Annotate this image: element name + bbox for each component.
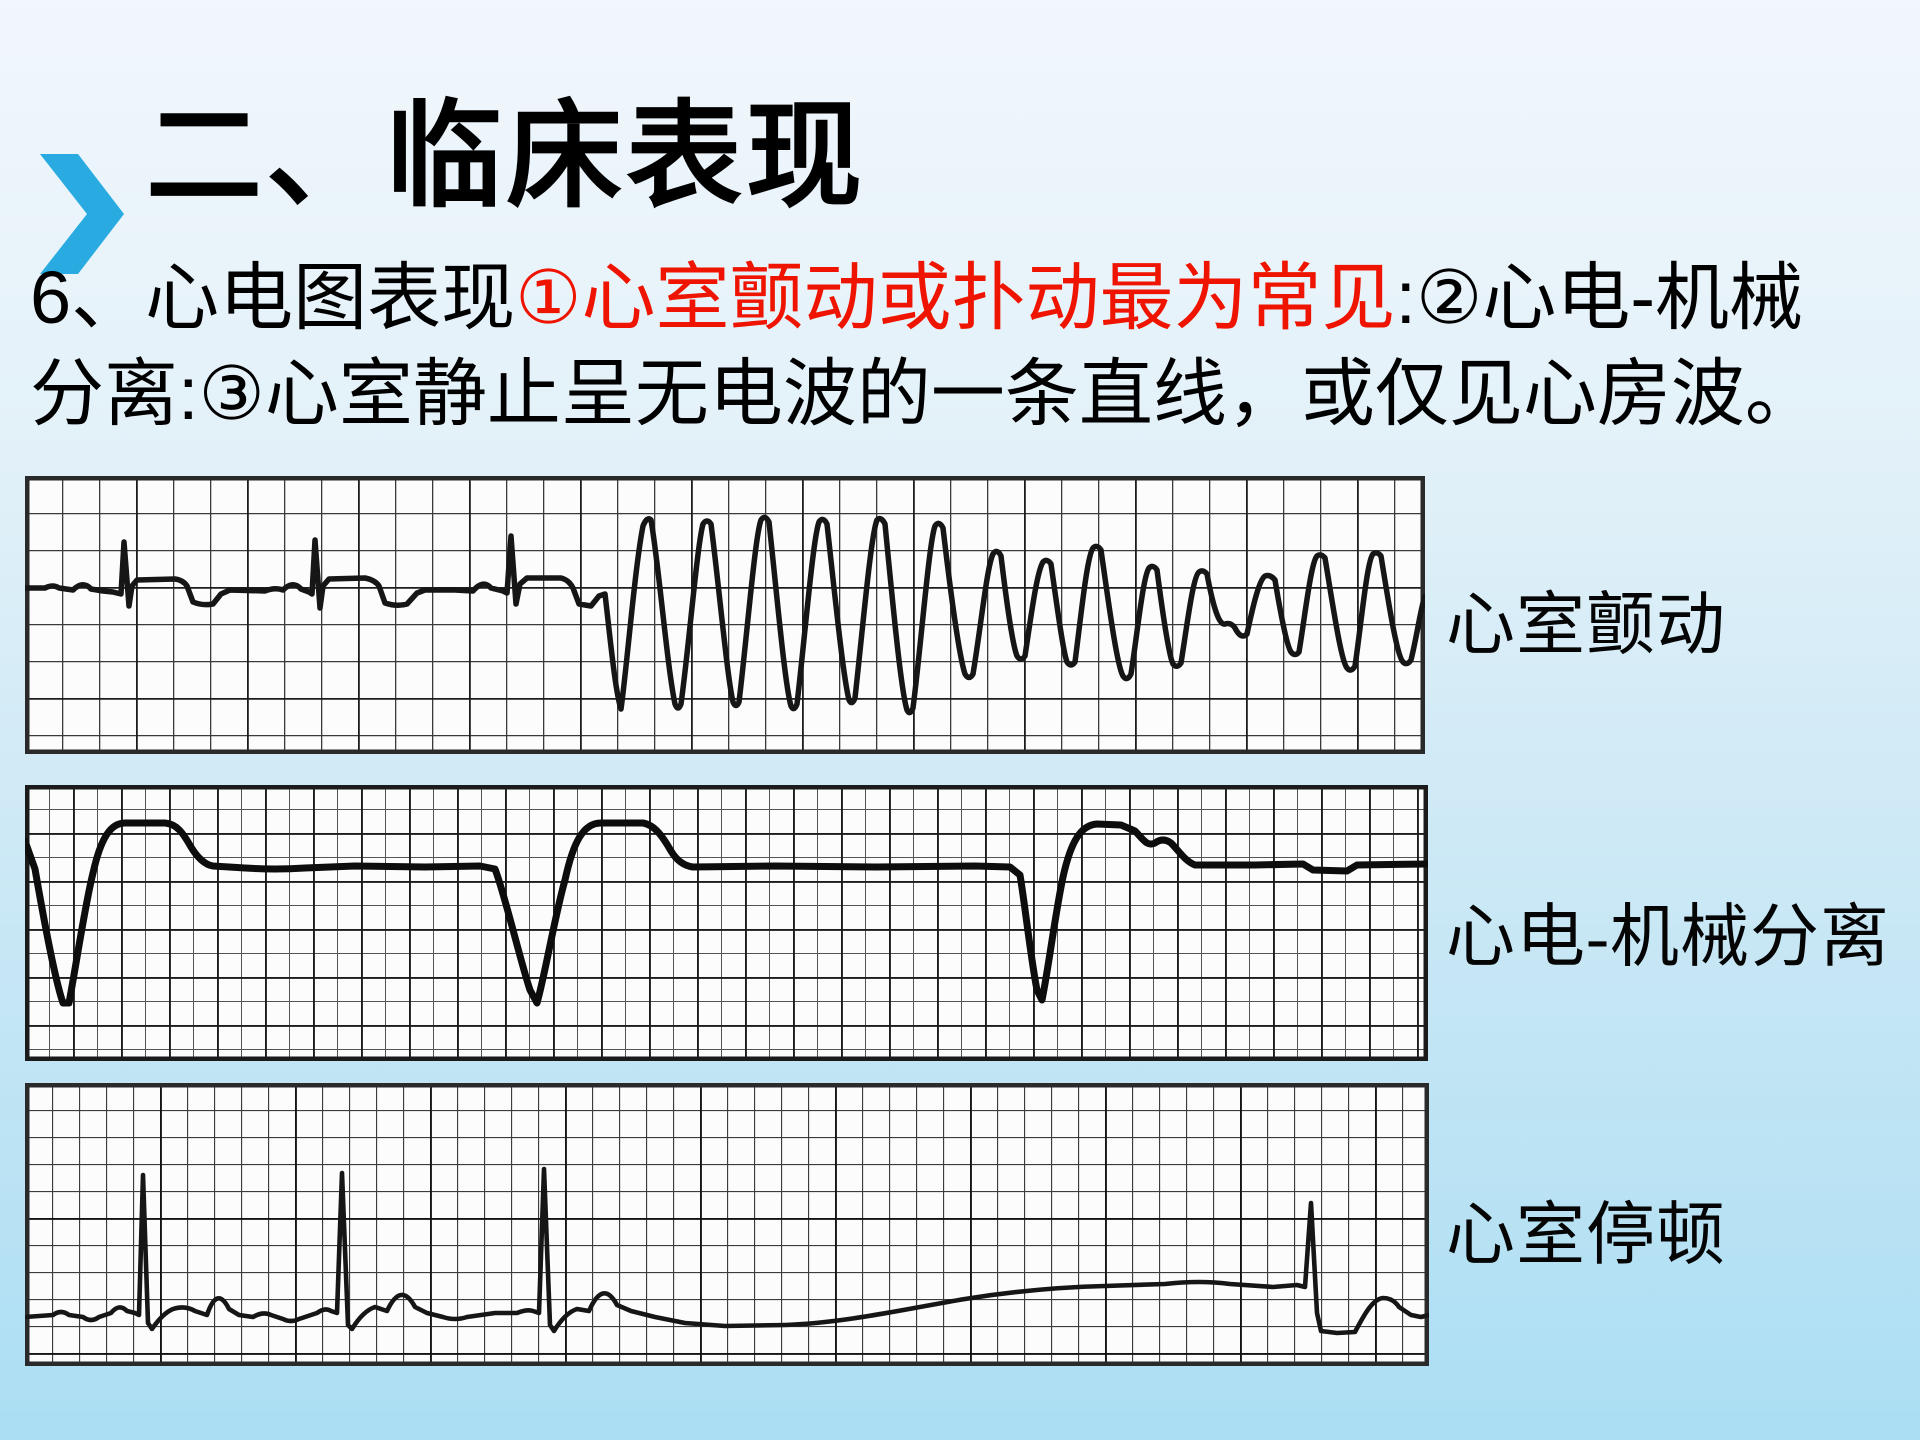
body-line1-black-lead: 6、心电图表现 bbox=[30, 256, 516, 339]
body-paragraph: 6、心电图表现①心室颤动或扑动最为常见:②心电-机械 分离:③心室静止呈无电波的… bbox=[30, 250, 1920, 442]
body-line-2: 分离:③心室静止呈无电波的一条直线，或仅见心房波。 bbox=[30, 352, 1819, 435]
ecg-waveform-vfib bbox=[25, 514, 1425, 716]
ecg-label-emd: 心电-机械分离 bbox=[1446, 899, 1890, 975]
slide-title: 二、临床表现 bbox=[146, 91, 866, 221]
chevron-icon bbox=[38, 148, 124, 280]
ecg-label-standstill: 心室停顿 bbox=[1446, 1197, 1726, 1273]
body-line-1: 6、心电图表现①心室颤动或扑动最为常见:②心电-机械 bbox=[30, 250, 1920, 346]
ecg-waveform-emd bbox=[25, 819, 1428, 1007]
ecg-strip-vfib bbox=[25, 476, 1425, 754]
ecg-strip-emd bbox=[25, 785, 1428, 1061]
body-line1-black-tail: :②心电-机械 bbox=[1395, 256, 1804, 339]
body-line1-red-emphasis: ①心室颤动或扑动最为常见 bbox=[515, 256, 1396, 339]
ecg-label-vfib: 心室颤动 bbox=[1446, 587, 1726, 663]
ecg-strip-standstill bbox=[25, 1083, 1429, 1366]
ecg-waveform-standstill bbox=[25, 1166, 1429, 1336]
